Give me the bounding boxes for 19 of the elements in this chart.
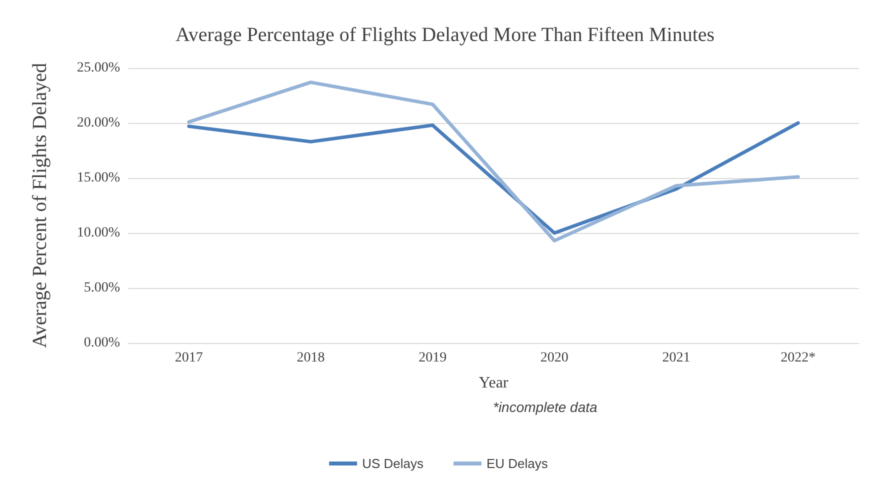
x-tick-label: 2020 <box>540 350 568 366</box>
y-tick-label: 5.00% <box>84 280 120 296</box>
chart-title: Average Percentage of Flights Delayed More Than Fifteen Minutes <box>175 24 715 46</box>
y-tick-label: 10.00% <box>76 226 120 240</box>
y-tick-label: 20.00% <box>76 116 120 130</box>
y-axis-title: Average Percent of Flights Delayed <box>29 62 51 348</box>
y-tick-label: 0.00% <box>84 336 120 350</box>
y-tick-label: 25.00% <box>76 60 120 76</box>
text: *incomplete data <box>492 399 598 415</box>
y-tick-label: 15.00% <box>76 170 120 186</box>
legend-label: EU Delays <box>486 456 548 471</box>
x-tick-label: 2017 <box>174 350 203 366</box>
x-tick-label: 2022* <box>780 350 816 366</box>
x-axis-title: Year <box>478 374 509 392</box>
line-series <box>187 80 800 242</box>
x-tick-label: 2018 <box>296 350 325 366</box>
legend-label: US Delays <box>362 456 424 471</box>
x-tick-label: 2021 <box>662 350 690 366</box>
x-tick-label: 2019 <box>418 350 447 366</box>
